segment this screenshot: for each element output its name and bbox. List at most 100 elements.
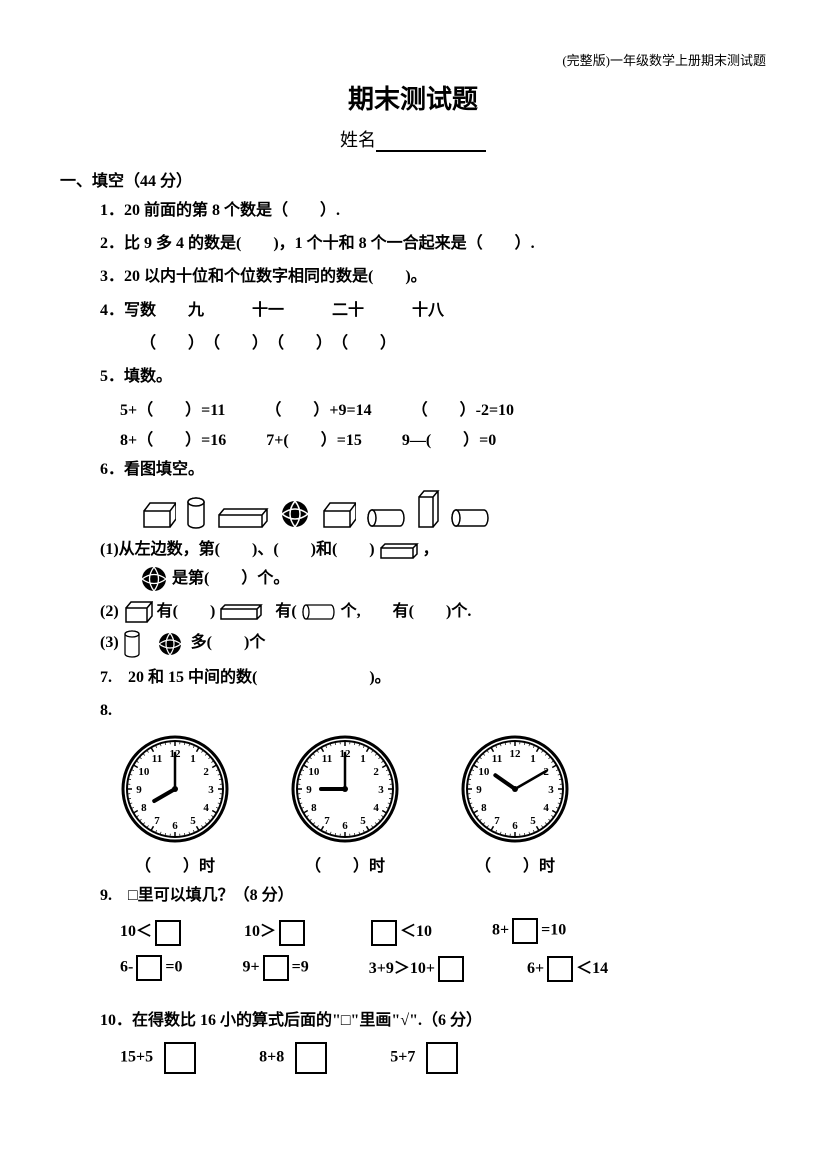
q6-3-a: (3): [100, 634, 119, 651]
svg-text:6: 6: [512, 820, 518, 832]
q5-r1-c: （ ）-2=10: [412, 396, 514, 420]
clock-icon: 123456789101112: [290, 734, 400, 844]
long-cuboid-icon: [379, 542, 419, 560]
q6-1-text: (1)从左边数，第( )、( )和( ): [100, 541, 375, 558]
q10: 10．在得数比 16 小的算式后面的"□"里画"√".（6 分）: [100, 1007, 766, 1034]
svg-text:3: 3: [548, 784, 554, 796]
svg-text:9: 9: [476, 784, 482, 796]
q6-2: (2) 有( ) 有( 个, 有( )个.: [100, 597, 766, 624]
svg-text:6: 6: [342, 820, 348, 832]
q6-2-d: 个, 有( )个.: [341, 603, 472, 620]
svg-text:6: 6: [172, 820, 178, 832]
svg-text:8: 8: [141, 802, 147, 814]
clock-icon: 123456789101112: [460, 734, 570, 844]
clock-icon: 123456789101112: [120, 734, 230, 844]
svg-text:11: 11: [322, 753, 332, 765]
blank-box: [136, 955, 162, 981]
header-note: (完整版)一年级数学上册期末测试题: [60, 50, 766, 69]
q5-row2: 8+（ ）=16 7+( ）=15 9—( ）=0: [120, 426, 766, 450]
svg-text:8: 8: [481, 802, 487, 814]
q6-1: (1)从左边数，第( )、( )和( ) ，: [100, 535, 766, 559]
svg-text:3: 3: [378, 784, 384, 796]
cylinder-h-icon: [301, 603, 337, 621]
svg-text:5: 5: [190, 815, 196, 827]
svg-text:9: 9: [306, 784, 312, 796]
clock-3-label: （ ）时: [460, 852, 570, 876]
ball-icon: [280, 499, 310, 529]
blank-box: [547, 956, 573, 982]
q5-r2-c: 9—( ）=0: [402, 426, 496, 450]
clock-3: 123456789101112 （ ）时: [460, 734, 570, 876]
svg-text:2: 2: [203, 766, 209, 778]
q9-row2: 6-=0 9+=9 3+9＞10+ 6+＜14: [120, 954, 766, 982]
long-cuboid-icon: [216, 507, 270, 529]
cuboid-icon: [320, 501, 356, 529]
q9-t: 10＜: [120, 923, 152, 940]
q5-r1-b: （ ）+9=14: [265, 396, 371, 420]
svg-text:11: 11: [152, 753, 162, 765]
cylinder-h-icon: [366, 507, 406, 529]
svg-text:8: 8: [311, 802, 317, 814]
svg-text:9: 9: [136, 784, 142, 796]
q2: 2．比 9 多 4 的数是( )，1 个十和 8 个一合起来是（ ）.: [100, 230, 766, 257]
svg-text:5: 5: [530, 815, 536, 827]
svg-text:4: 4: [203, 802, 209, 814]
svg-text:1: 1: [190, 753, 196, 765]
svg-text:10: 10: [138, 766, 150, 778]
svg-text:3: 3: [208, 784, 214, 796]
q9-t: 3+9＞10+: [369, 960, 435, 977]
q4-line2: （ ） （ ） （ ） （ ）: [140, 330, 766, 357]
cylinder-h-icon: [450, 507, 490, 529]
q9-t: =9: [292, 958, 309, 975]
blank-box: [279, 920, 305, 946]
clocks-row: 123456789101112 （ ）时 123456789101112 （ ）…: [120, 734, 766, 876]
svg-text:10: 10: [478, 766, 490, 778]
q6-2-c: 有(: [275, 603, 296, 620]
page-title: 期末测试题: [60, 79, 766, 116]
blank-box: [512, 918, 538, 944]
clock-1-label: （ ）时: [120, 852, 230, 876]
blank-box: [155, 920, 181, 946]
q6-3-b: 多( )个: [191, 634, 266, 651]
svg-text:7: 7: [324, 815, 330, 827]
svg-text:1: 1: [360, 753, 366, 765]
q5-r2-b: 7+( ）=15: [266, 426, 362, 450]
q5-r1-a: 5+（ ）=11: [120, 396, 225, 420]
q6-1b: 是第( ）个。: [140, 564, 766, 593]
q6: 6．看图填空。: [100, 456, 766, 483]
q9-row1: 10＜ 10＞ ＜10 8+ =10: [120, 917, 766, 945]
q9-t: =10: [541, 922, 566, 939]
q6-1-tail: ，: [423, 541, 439, 558]
cylinder-icon: [123, 630, 141, 658]
name-underline: [376, 150, 486, 152]
q9-t: ＜10: [400, 923, 432, 940]
clock-1: 123456789101112 （ ）时: [120, 734, 230, 876]
svg-text:11: 11: [492, 753, 502, 765]
svg-text:4: 4: [543, 802, 549, 814]
svg-text:1: 1: [530, 753, 536, 765]
svg-text:4: 4: [373, 802, 379, 814]
q6-2-b: 有( ): [157, 603, 216, 620]
blank-box: [438, 956, 464, 982]
svg-text:7: 7: [494, 815, 500, 827]
q9-t: ＜14: [576, 960, 608, 977]
check-box: [164, 1042, 196, 1074]
q6-3: (3) 多( )个: [100, 628, 766, 657]
q9-t: 10＞: [244, 923, 276, 940]
q10-row: 15+5 8+8 5+7: [120, 1042, 766, 1074]
q5-row1: 5+（ ）=11 （ ）+9=14 （ ）-2=10: [120, 396, 766, 420]
q9-t: 8+: [492, 922, 509, 939]
name-line: 姓名: [60, 126, 766, 152]
tall-cuboid-icon: [416, 489, 440, 529]
q9-t: 6+: [527, 960, 544, 977]
q7: 7. 20 和 15 中间的数( )。: [100, 664, 766, 691]
cylinder-icon: [186, 497, 206, 529]
q4-line1: 4．写数 九 十一 二十 十八: [100, 297, 766, 324]
cuboid-icon: [123, 600, 153, 624]
svg-text:2: 2: [373, 766, 379, 778]
blank-box: [371, 920, 397, 946]
q10-t: 15+5: [120, 1049, 153, 1066]
svg-text:7: 7: [154, 815, 160, 827]
svg-text:5: 5: [360, 815, 366, 827]
q3: 3．20 以内十位和个位数字相同的数是( )。: [100, 263, 766, 290]
